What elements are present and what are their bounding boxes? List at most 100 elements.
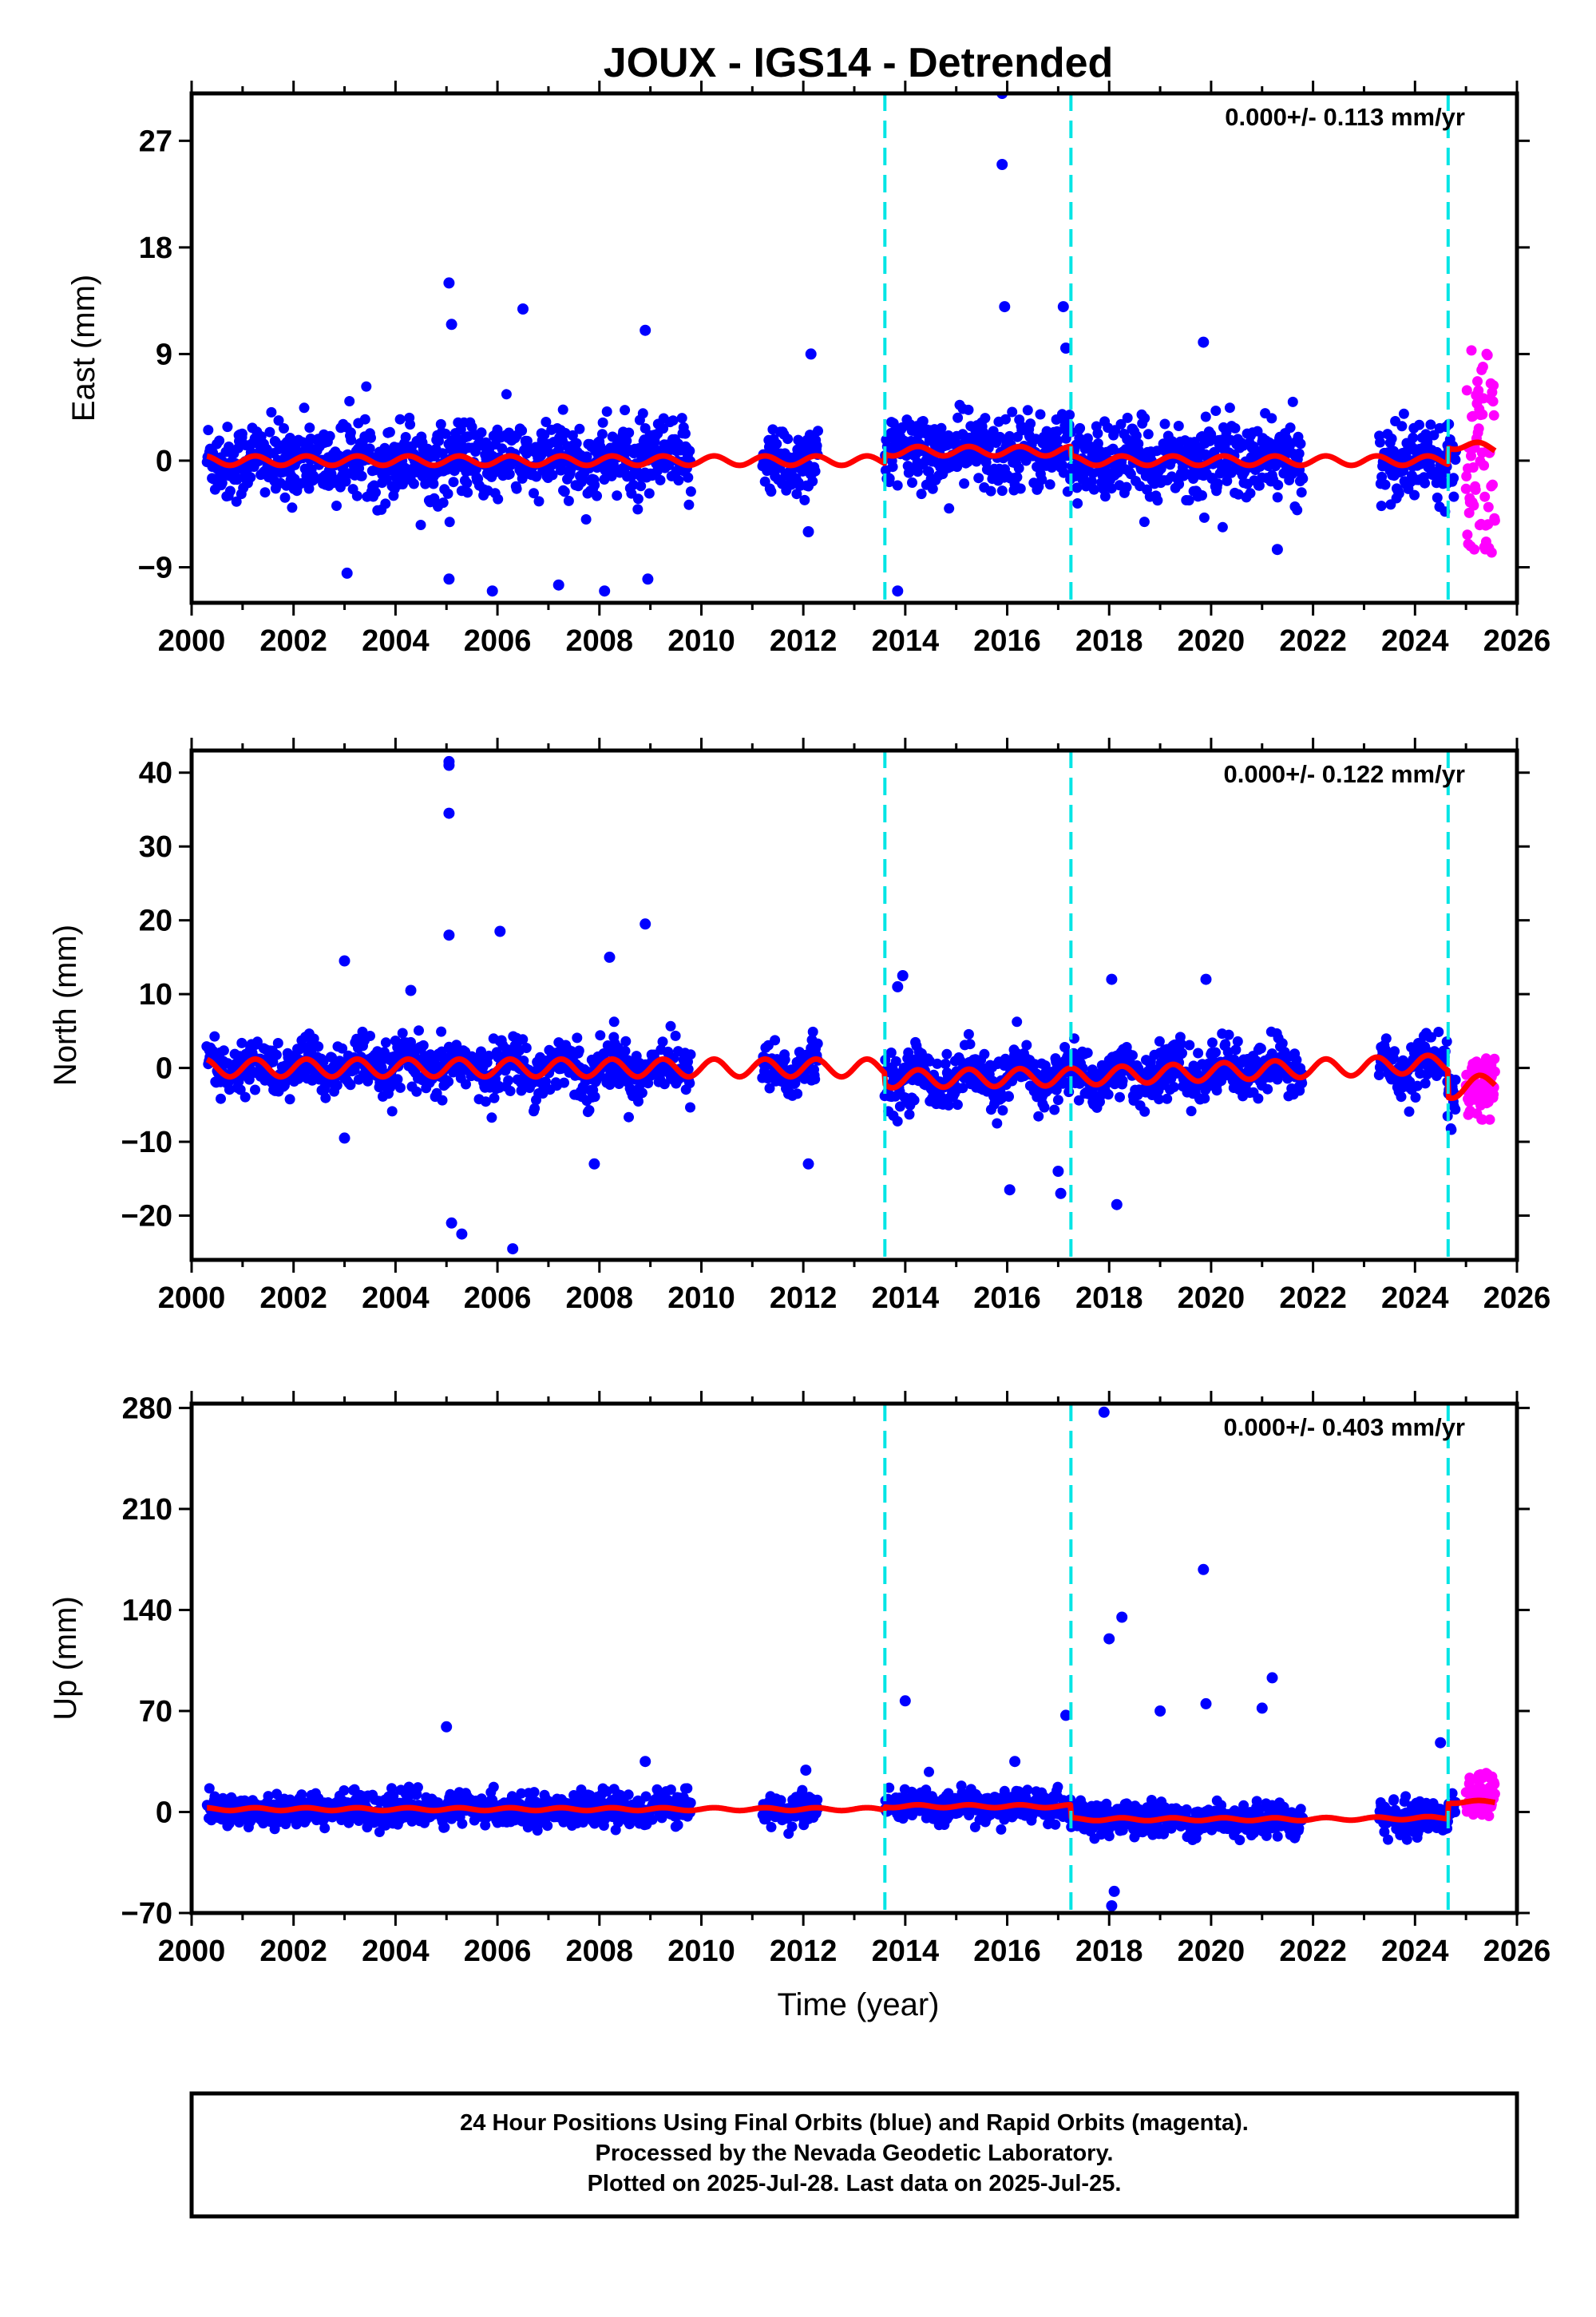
final-point bbox=[771, 438, 782, 450]
rapid-point bbox=[1467, 410, 1479, 422]
final-point bbox=[811, 440, 822, 451]
final-point bbox=[1012, 472, 1023, 483]
final-point bbox=[892, 1115, 903, 1127]
final-point bbox=[907, 477, 917, 488]
final-point bbox=[766, 1821, 777, 1832]
final-point bbox=[1255, 1043, 1266, 1054]
y-tick-label: −10 bbox=[121, 1126, 172, 1159]
final-outlier-point bbox=[341, 567, 353, 579]
final-point bbox=[1022, 1784, 1033, 1796]
final-point bbox=[952, 1099, 963, 1111]
final-point bbox=[1198, 512, 1210, 523]
final-point bbox=[232, 474, 243, 485]
final-point bbox=[887, 461, 898, 473]
final-point bbox=[1044, 479, 1055, 490]
final-point bbox=[571, 438, 582, 449]
rapid-point bbox=[1460, 483, 1471, 494]
final-point bbox=[665, 1020, 676, 1032]
y-tick-label: 40 bbox=[139, 757, 172, 790]
final-point bbox=[556, 464, 568, 475]
final-outlier-point bbox=[604, 951, 616, 963]
rapid-point bbox=[1486, 547, 1497, 558]
final-point bbox=[1297, 473, 1309, 484]
final-point bbox=[1404, 1106, 1415, 1117]
final-point bbox=[1386, 434, 1397, 444]
final-point bbox=[589, 1091, 600, 1103]
final-point bbox=[313, 1041, 324, 1052]
final-point bbox=[422, 443, 434, 454]
rapid-point bbox=[1472, 376, 1483, 387]
final-point bbox=[1174, 478, 1185, 489]
rapid-point bbox=[1473, 423, 1484, 434]
final-point bbox=[1092, 428, 1103, 439]
final-point bbox=[940, 1059, 951, 1069]
final-point bbox=[439, 1822, 450, 1833]
final-point bbox=[1007, 406, 1018, 418]
final-outlier-point bbox=[1052, 1166, 1064, 1177]
y-tick-label: 20 bbox=[139, 905, 172, 938]
final-point bbox=[339, 1785, 350, 1796]
final-point bbox=[1410, 1092, 1421, 1103]
final-point bbox=[521, 1043, 532, 1053]
final-point bbox=[1217, 521, 1228, 533]
rapid-point bbox=[1483, 501, 1494, 513]
final-outlier-point bbox=[443, 573, 455, 585]
final-point bbox=[362, 1075, 374, 1087]
final-point bbox=[1162, 1093, 1173, 1104]
plot-area bbox=[201, 755, 1500, 1255]
final-point bbox=[670, 1030, 681, 1041]
final-point bbox=[892, 480, 903, 491]
final-point bbox=[1106, 483, 1117, 494]
final-point bbox=[673, 475, 684, 486]
y-tick-label: 27 bbox=[139, 125, 172, 158]
rapid-point bbox=[1477, 362, 1488, 372]
plot-area bbox=[201, 1406, 1500, 1911]
final-outlier-point bbox=[552, 579, 564, 591]
final-point bbox=[1266, 413, 1277, 424]
final-point bbox=[1193, 1048, 1204, 1059]
final-point bbox=[303, 483, 315, 494]
final-point bbox=[380, 1037, 391, 1048]
rapid-point bbox=[1489, 1066, 1500, 1077]
final-point bbox=[287, 502, 298, 513]
final-point bbox=[917, 416, 929, 426]
final-outlier-point bbox=[405, 984, 417, 996]
final-point bbox=[273, 415, 284, 426]
final-point bbox=[684, 1078, 695, 1089]
final-point bbox=[224, 1084, 235, 1095]
final-point bbox=[236, 1037, 248, 1048]
final-outlier-point bbox=[1057, 301, 1069, 313]
final-point bbox=[1004, 1091, 1014, 1102]
final-point bbox=[340, 476, 351, 487]
rapid-point bbox=[1489, 1053, 1500, 1064]
final-point bbox=[436, 1026, 447, 1037]
final-point bbox=[640, 1791, 651, 1802]
final-point bbox=[319, 1823, 331, 1834]
final-point bbox=[1432, 492, 1443, 503]
final-point bbox=[973, 473, 984, 484]
final-point bbox=[1168, 1082, 1179, 1092]
rapid-point bbox=[1470, 484, 1481, 495]
final-point bbox=[418, 1040, 429, 1051]
x-tick-label: 2002 bbox=[259, 624, 327, 658]
final-point bbox=[235, 1084, 246, 1095]
final-outlier-point bbox=[1004, 1184, 1016, 1196]
final-point bbox=[620, 1036, 632, 1047]
rapid-point bbox=[1482, 350, 1493, 361]
final-outlier-point bbox=[443, 807, 455, 819]
final-point bbox=[1025, 418, 1036, 430]
final-point bbox=[1051, 426, 1063, 437]
final-point bbox=[1380, 479, 1391, 490]
final-point bbox=[405, 419, 416, 430]
final-point bbox=[488, 1781, 499, 1792]
final-point bbox=[1033, 1111, 1044, 1122]
final-outlier-point bbox=[1060, 343, 1071, 354]
final-point bbox=[284, 1094, 295, 1105]
final-point bbox=[411, 1086, 422, 1097]
final-point bbox=[913, 466, 923, 477]
final-point bbox=[782, 434, 794, 445]
final-point bbox=[685, 1797, 696, 1808]
final-point bbox=[1206, 429, 1217, 440]
final-point bbox=[272, 1038, 283, 1048]
final-point bbox=[944, 503, 955, 514]
